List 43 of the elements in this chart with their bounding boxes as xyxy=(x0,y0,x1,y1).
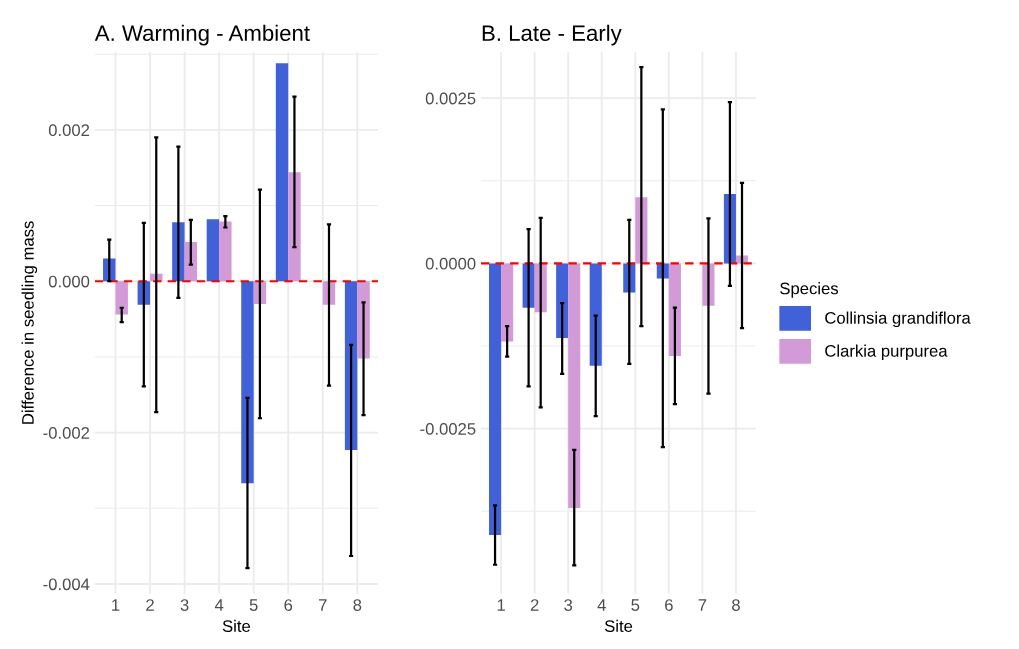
x-axis-title: Site xyxy=(604,619,633,633)
x-tick-label: 8 xyxy=(732,599,740,611)
x-tick-label: 8 xyxy=(353,599,362,611)
bar xyxy=(206,219,220,282)
legend-title: Species xyxy=(780,282,839,298)
legend-label: Collinsia grandiflora xyxy=(825,311,971,328)
x-tick-label: 5 xyxy=(249,599,258,611)
y-tick-label: 0.002 xyxy=(48,124,90,137)
x-tick-label: 3 xyxy=(180,599,189,611)
bar xyxy=(219,221,232,282)
y-tick-label: 0.0025 xyxy=(425,92,476,105)
x-tick-label: 4 xyxy=(214,599,224,611)
bar xyxy=(241,281,254,484)
x-tick-label: 2 xyxy=(530,599,539,611)
x-tick-label: 4 xyxy=(597,599,606,611)
y-axis-title: Difference in seedling mass xyxy=(21,221,38,424)
x-axis-title: Site xyxy=(222,619,251,633)
bar xyxy=(501,263,514,342)
y-tick-label: -0.004 xyxy=(43,578,90,591)
x-tick-label: 6 xyxy=(284,599,293,611)
bar xyxy=(568,263,581,508)
legend-label: Clarkia purpurea xyxy=(825,344,948,361)
x-tick-label: 7 xyxy=(698,599,707,611)
y-tick-label: 0.0000 xyxy=(425,257,476,270)
bar xyxy=(668,263,681,356)
y-tick-label: 0.000 xyxy=(48,275,90,288)
x-tick-label: 1 xyxy=(497,599,505,611)
y-tick-label: -0.002 xyxy=(43,427,90,439)
x-tick-label: 6 xyxy=(665,599,673,611)
y-tick-label: -0.0025 xyxy=(420,423,476,435)
bar xyxy=(115,281,128,315)
x-tick-label: 7 xyxy=(318,599,327,611)
chart-title: B. Late - Early xyxy=(482,24,622,46)
x-tick-label: 1 xyxy=(112,599,120,611)
bar xyxy=(275,63,289,282)
x-tick-label: 3 xyxy=(564,599,573,611)
x-tick-label: 2 xyxy=(146,599,154,611)
chart-title: A. Warming - Ambient xyxy=(94,24,310,46)
bar xyxy=(556,263,569,339)
x-tick-label: 5 xyxy=(631,599,640,611)
bar xyxy=(344,281,358,451)
bar xyxy=(589,263,602,366)
bar xyxy=(489,263,502,536)
